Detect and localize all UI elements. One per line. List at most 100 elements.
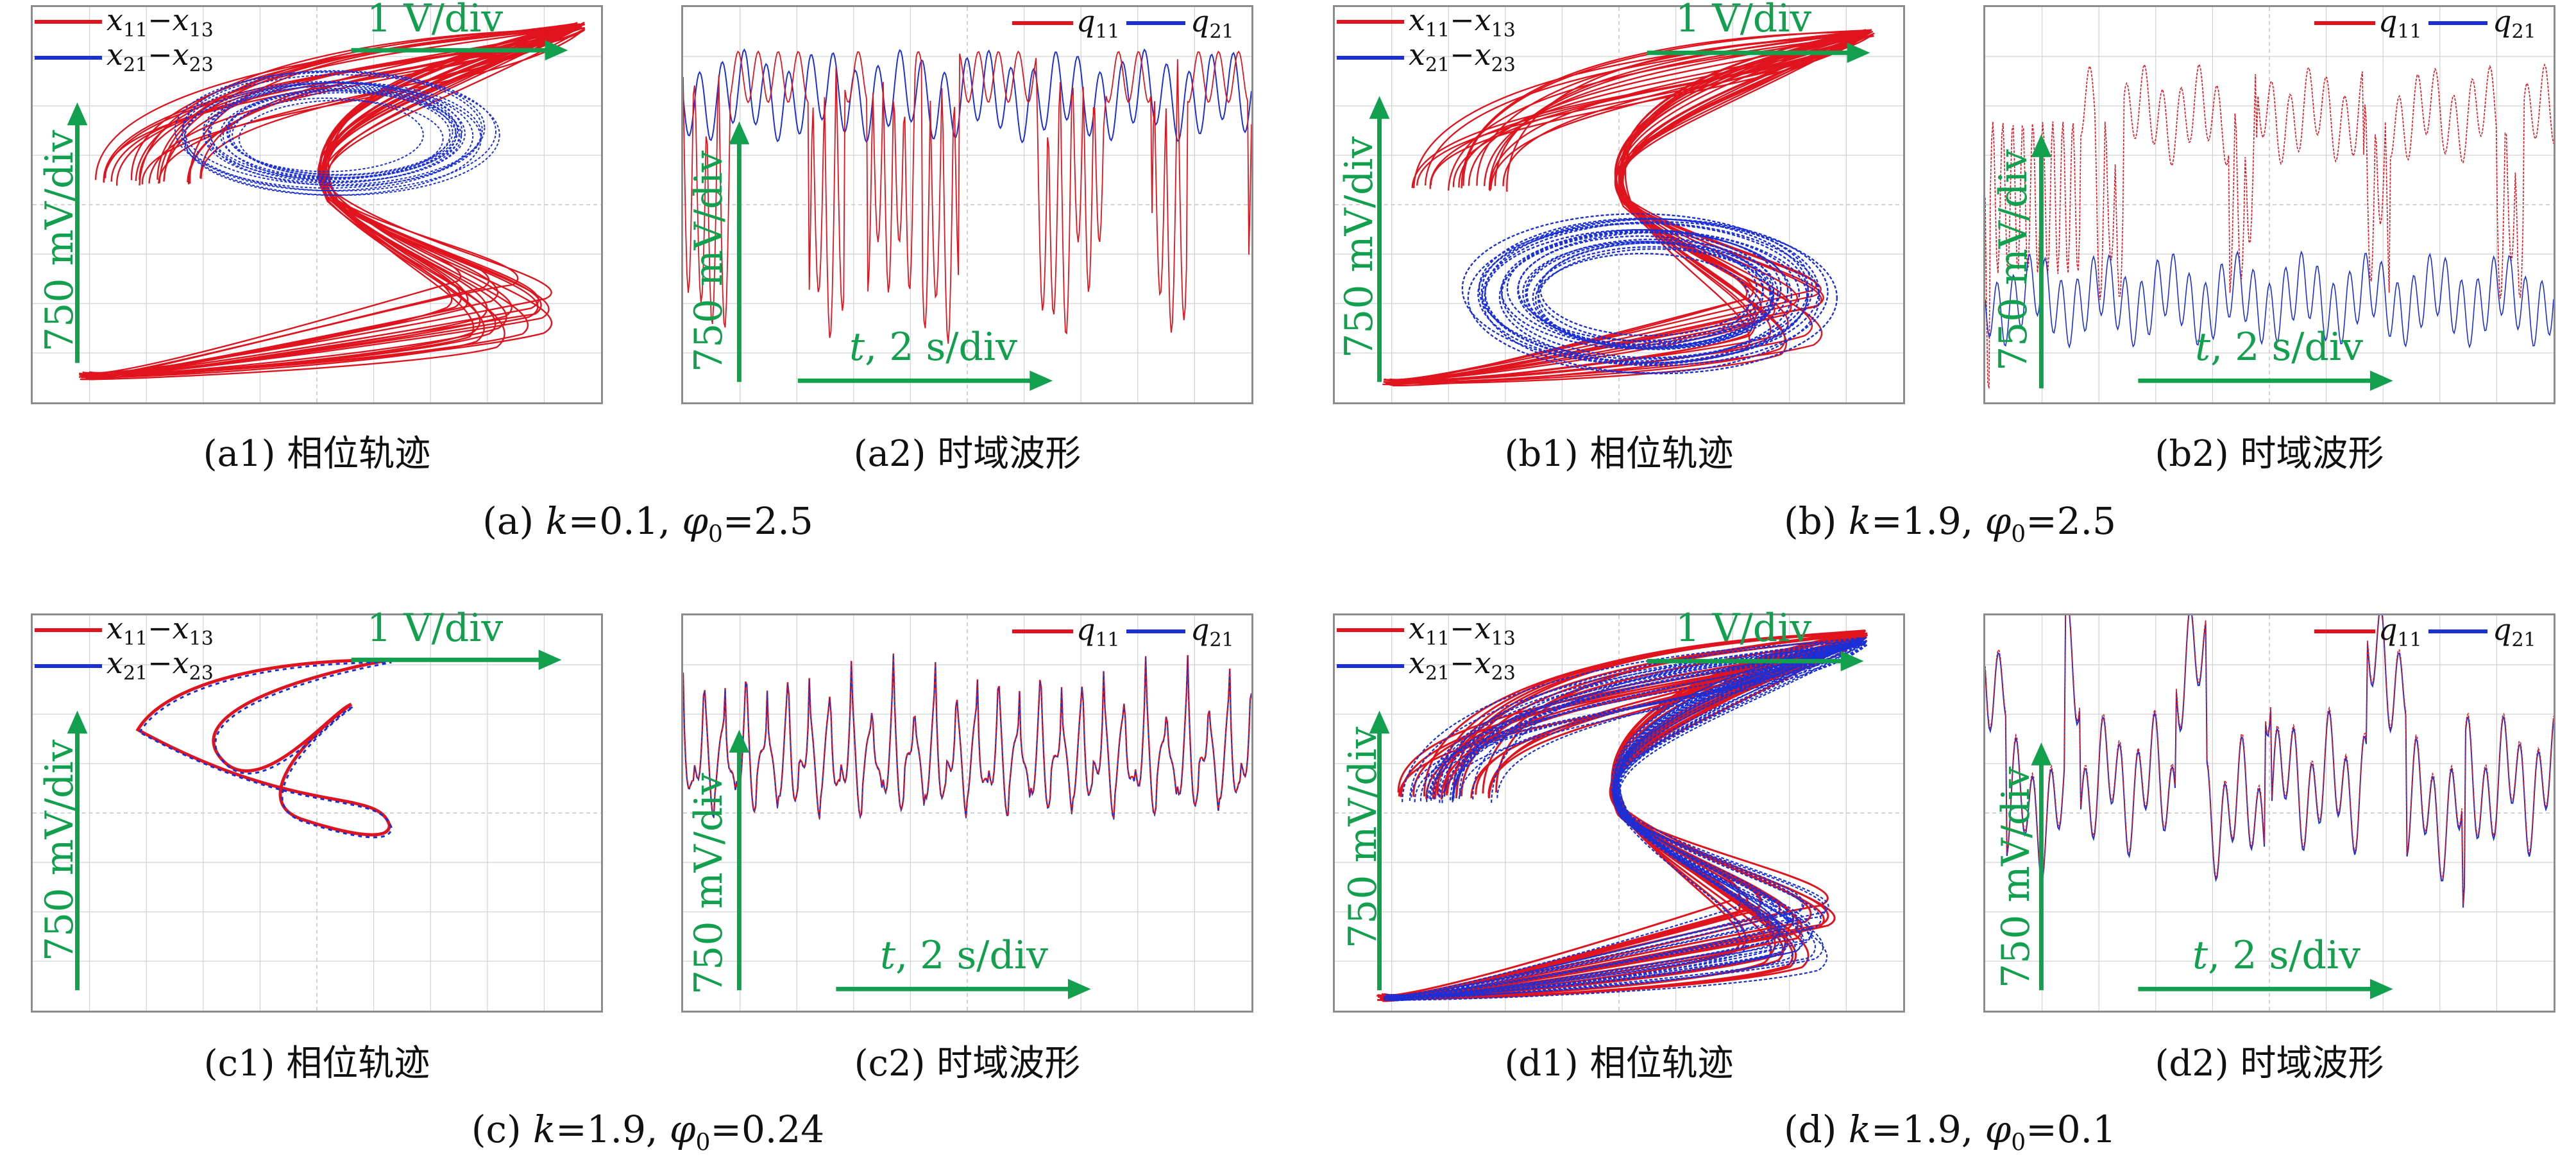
series-x21-x23-trajectory <box>1391 642 1866 1001</box>
legend-line-icon <box>1012 629 1185 633</box>
series-x21-x23-trajectory <box>184 81 474 192</box>
series-x21-x23-trajectory <box>138 661 393 839</box>
series-x21-x23-trajectory <box>1537 248 1774 350</box>
xscale-label-c1: 1 V/div <box>367 606 504 651</box>
series-x21-x23-trajectory <box>227 89 453 176</box>
grid <box>683 7 1251 402</box>
chart-c1 <box>33 615 601 1011</box>
yscale-label-a1: 750 mV/div <box>37 130 82 352</box>
tscale-arrow-head <box>2369 979 2393 1000</box>
series-x21-x23-trajectory <box>210 85 466 183</box>
chart-d2 <box>1985 615 2554 1011</box>
series-x21-x23-trajectory <box>1383 638 1859 997</box>
series-x21-x23-trajectory <box>181 74 500 196</box>
series-x21-x23-trajectory <box>238 99 444 178</box>
group-caption-d: (d) k=1.9, φ0=0.1 <box>1783 1108 2117 1156</box>
series-x21-x23-trajectory <box>1517 232 1789 349</box>
legend-line-icon <box>1012 21 1185 25</box>
series-x21-x23-trajectory <box>232 92 457 178</box>
xscale-arrow-head <box>538 649 562 671</box>
yscale-arrow-head <box>1369 710 1390 734</box>
series-x11-x13-trajectory <box>1385 33 1868 384</box>
xscale-label-d1: 1 V/div <box>1675 606 1812 651</box>
series-x21-x23-trajectory <box>1539 242 1758 337</box>
yscale-label-d2: 750 mV/div <box>1994 766 2038 988</box>
chart-c2 <box>683 615 1251 1011</box>
series-x21-x23-trajectory <box>1525 238 1779 348</box>
yscale-arrow-head <box>67 102 88 126</box>
legend-line-icon <box>35 20 102 60</box>
yscale-arrow-head <box>1369 96 1390 119</box>
panel-c1 <box>31 613 603 1013</box>
panel-d2 <box>1983 613 2555 1013</box>
series-q11-waveform <box>683 50 1251 344</box>
legend-line-icon <box>35 628 102 668</box>
series-x21-x23-trajectory <box>1477 223 1809 366</box>
series-x21-x23-trajectory <box>219 90 451 179</box>
grid <box>1985 615 2554 1011</box>
series-x21-x23-trajectory <box>1389 638 1866 997</box>
tscale-label-b2: t, 2 s/div <box>2195 325 2364 370</box>
caption-c1: (c1) 相位轨迹 <box>203 1043 430 1084</box>
series-x21-x23-trajectory <box>1506 228 1782 348</box>
grid <box>33 615 601 1011</box>
series-x21-x23-trajectory <box>1498 230 1808 364</box>
yscale-arrow-head <box>729 730 750 753</box>
series-x21-x23-trajectory <box>226 87 457 176</box>
series-x21-x23-trajectory <box>1384 642 1860 1001</box>
series-x21-x23-trajectory <box>1391 637 1867 997</box>
series-q21-waveform <box>683 655 1251 820</box>
group-caption-c: (c) k=1.9, φ0=0.24 <box>471 1108 825 1156</box>
series-x21-x23-trajectory <box>1484 218 1829 366</box>
tscale-label-d2: t, 2 s/div <box>2192 933 2361 978</box>
yscale-arrow-head <box>67 710 88 734</box>
chart-b1 <box>1335 7 1903 402</box>
panel-a2 <box>681 5 1253 404</box>
legend-line-icon <box>2314 629 2487 633</box>
caption-d2: (d2) 时域波形 <box>2155 1043 2384 1084</box>
series-x21-x23-trajectory <box>1484 229 1793 362</box>
series-x11-x13-trajectory <box>1383 30 1866 382</box>
series-x21-x23-trajectory <box>1521 241 1765 345</box>
grid <box>1335 7 1903 402</box>
series-x21-x23-trajectory <box>1461 213 1813 364</box>
yscale-label-a2: 750 mV/div <box>686 150 731 372</box>
series-x21-x23-trajectory <box>1382 640 1858 999</box>
yscale-label-c2: 750 mV/div <box>686 773 731 995</box>
yscale-arrow-head <box>729 121 750 144</box>
xscale-label-a1: 1 V/div <box>367 0 504 41</box>
series-x21-x23-trajectory <box>183 70 486 186</box>
series-x21-x23-trajectory <box>174 71 483 189</box>
chart-a1 <box>33 7 601 402</box>
series-x21-x23-trajectory <box>1389 643 1865 1002</box>
caption-b2: (b2) 时域波形 <box>2155 433 2384 475</box>
legend-line-icon <box>1337 20 1404 60</box>
legend-line-icon <box>1337 628 1404 668</box>
series-x21-x23-trajectory <box>1393 644 1868 1002</box>
series-q21-waveform <box>683 48 1251 144</box>
tscale-arrow-head <box>1030 370 1053 391</box>
grid <box>683 615 1251 1011</box>
tscale-label-a2: t, 2 s/div <box>849 325 1018 370</box>
yscale-label-d1: 750 mV/div <box>1341 726 1385 948</box>
series-x21-x23-trajectory <box>228 97 424 173</box>
yscale-arrow-head <box>2031 742 2052 766</box>
yscale-label-b1: 750 mV/div <box>1337 136 1382 358</box>
yscale-arrow-head <box>2031 134 2052 157</box>
chart-d1 <box>1335 615 1903 1011</box>
series-x21-x23-trajectory <box>207 81 482 187</box>
panel-d1 <box>1333 613 1905 1013</box>
panel-a1 <box>31 5 603 404</box>
series-x11-x13-trajectory <box>1387 29 1870 382</box>
caption-b1: (b1) 相位轨迹 <box>1504 433 1734 475</box>
xscale-arrow-head <box>1847 42 1870 64</box>
series-x21-x23-trajectory <box>1385 638 1861 997</box>
chart-b2 <box>1985 7 2554 402</box>
series-x21-x23-trajectory <box>1385 641 1861 1000</box>
caption-c2: (c2) 时域波形 <box>854 1043 1081 1084</box>
xscale-label-b1: 1 V/div <box>1675 0 1812 41</box>
panel-b1 <box>1333 5 1905 404</box>
series-x11-x13-trajectory <box>1388 30 1871 382</box>
series-x21-x23-trajectory <box>1384 640 1860 999</box>
chart-a2 <box>683 7 1251 402</box>
